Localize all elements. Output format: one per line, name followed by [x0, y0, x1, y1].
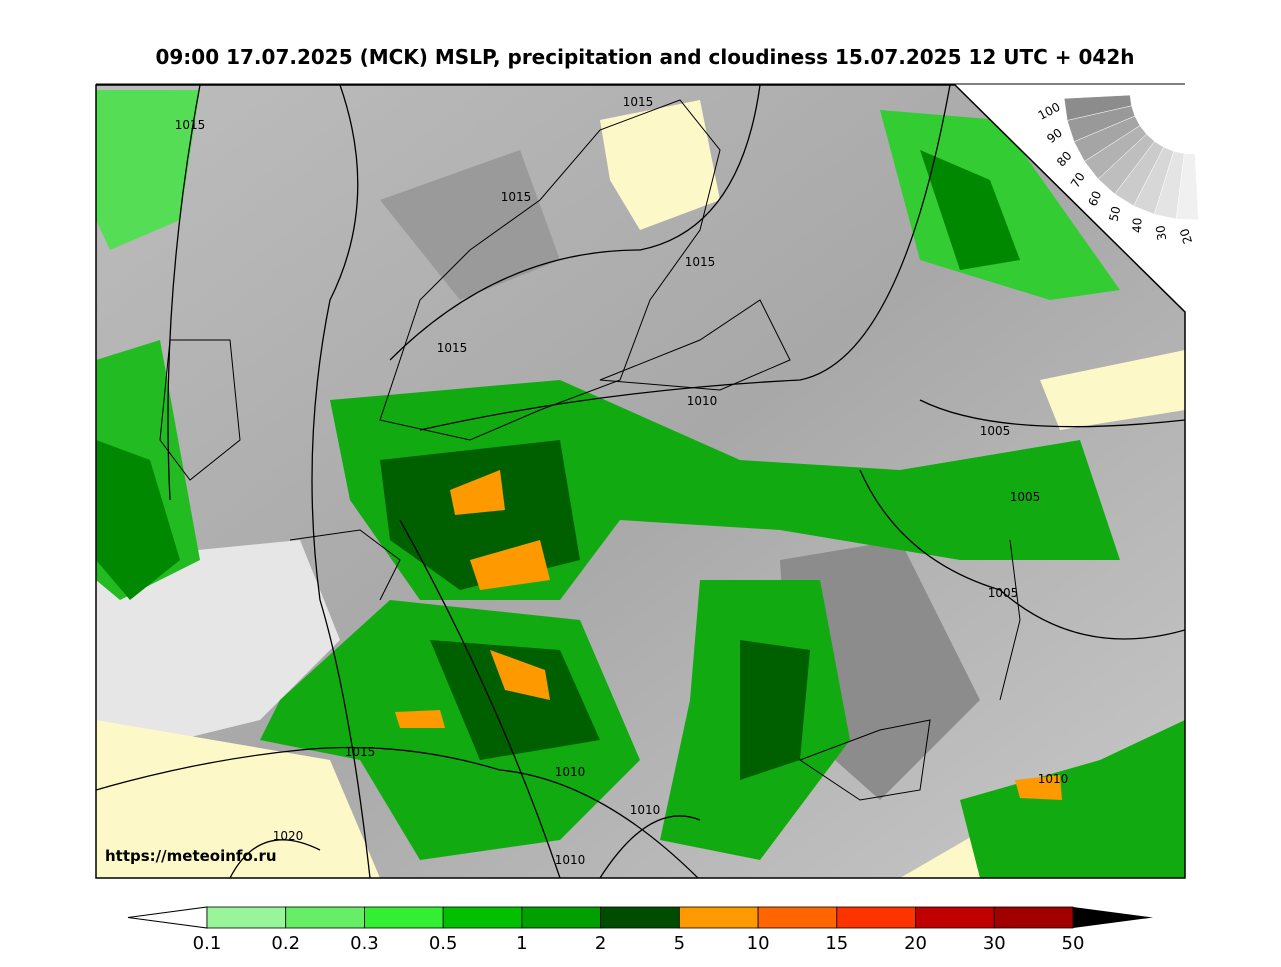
- cloud-label: 90: [1044, 126, 1065, 146]
- isobar-label: 1015: [623, 95, 654, 109]
- colorbar-label: 2: [595, 933, 606, 954]
- colorbar-swatch: [285, 906, 365, 929]
- cloud-label: 60: [1086, 189, 1105, 208]
- colorbar-label: 5: [674, 933, 685, 954]
- colorbar-swatch: [836, 906, 916, 929]
- colorbar-label: 15: [825, 933, 848, 954]
- isobar-label: 1015: [175, 118, 206, 132]
- colorbar: 0.1 0.2 0.3 0.5 1 2 5 10 15 20 30 50: [127, 906, 1153, 954]
- isobar-label: 1015: [345, 745, 376, 759]
- cloud-label: 30: [1153, 224, 1169, 241]
- colorbar-label: 0.3: [350, 933, 379, 954]
- cloud-label: 100: [1036, 100, 1063, 123]
- cloud-label: 70: [1068, 170, 1088, 190]
- colorbar-label: 0.1: [193, 933, 222, 954]
- isobar-label: 1020: [273, 829, 304, 843]
- map: 1015 1015 1015 1015 1015 1010 1005 1005 …: [95, 84, 1186, 879]
- isobar-label: 1015: [437, 341, 468, 355]
- colorbar-swatch: [442, 906, 523, 929]
- watermark: https://meteoinfo.ru: [105, 847, 277, 865]
- colorbar-under: [127, 906, 208, 929]
- colorbar-swatch: [915, 906, 995, 929]
- cloud-label: 50: [1106, 205, 1123, 223]
- colorbar-swatch: [600, 906, 680, 929]
- colorbar-swatch: [678, 906, 759, 929]
- cloud-swatch: [1175, 153, 1199, 221]
- isobar-label: 1010: [555, 853, 586, 867]
- isobar-label: 1010: [1038, 772, 1069, 786]
- cloud-label: 20: [1177, 227, 1195, 246]
- isobar-label: 1015: [501, 190, 532, 204]
- cloud-label: 80: [1054, 149, 1075, 170]
- isobar-label: 1015: [685, 255, 716, 269]
- isobar-label: 1010: [687, 394, 718, 408]
- title: 09:00 17.07.2025 (MCK) MSLP, precipitati…: [155, 45, 1134, 69]
- colorbar-label: 0.2: [271, 933, 300, 954]
- colorbar-swatch: [993, 906, 1074, 929]
- colorbar-label: 1: [516, 933, 527, 954]
- isobar-label: 1010: [555, 765, 586, 779]
- colorbar-label: 50: [1062, 933, 1085, 954]
- colorbar-label: 0.5: [429, 933, 458, 954]
- isobar-label: 1005: [988, 586, 1019, 600]
- isobar-label: 1005: [1010, 490, 1041, 504]
- cloud-label: 40: [1130, 217, 1145, 233]
- colorbar-swatch: [206, 906, 287, 929]
- colorbar-label: 30: [983, 933, 1006, 954]
- colorbar-label: 10: [747, 933, 770, 954]
- colorbar-swatch: [521, 906, 602, 929]
- isobar-label: 1005: [980, 424, 1011, 438]
- isobar-label: 1010: [630, 803, 661, 817]
- colorbar-label: 20: [904, 933, 927, 954]
- colorbar-swatch: [364, 906, 444, 929]
- colorbar-over: [1073, 907, 1153, 928]
- colorbar-swatch: [757, 906, 838, 929]
